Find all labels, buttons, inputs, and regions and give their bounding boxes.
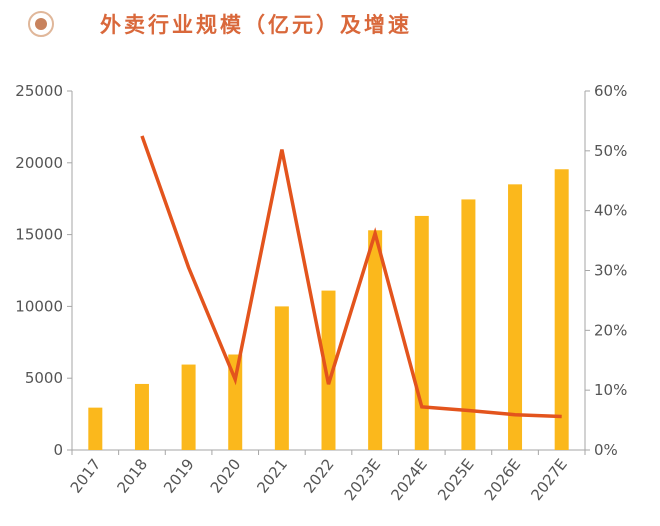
bar	[368, 230, 383, 450]
circle-dot-center	[35, 18, 47, 30]
y-left-tick-label: 5000	[25, 369, 63, 387]
bar	[414, 215, 429, 450]
bar	[554, 169, 569, 450]
bar	[181, 364, 196, 450]
x-tick-label: 2025E	[434, 455, 478, 504]
y-right-tick-label: 0%	[594, 441, 618, 459]
y-left-tick-label: 0	[53, 441, 63, 459]
x-tick-label: 2022	[300, 455, 338, 496]
chart-title-row: 外卖行业规模（亿元）及增速	[28, 6, 412, 42]
bar	[461, 199, 476, 450]
x-tick-label: 2024E	[387, 455, 431, 504]
x-tick-label: 2026E	[481, 455, 525, 504]
bar	[134, 383, 149, 450]
x-tick-label: 2017	[67, 455, 105, 496]
x-tick-label: 2018	[113, 455, 151, 496]
chart-title: 外卖行业规模（亿元）及增速	[100, 13, 412, 37]
y-right-tick-label: 10%	[594, 381, 627, 399]
bar	[228, 354, 243, 450]
y-right-tick-label: 50%	[594, 142, 627, 160]
y-left-tick-label: 15000	[15, 226, 63, 244]
x-tick-label: 2023E	[341, 455, 385, 504]
growth-rate-line	[140, 135, 562, 419]
x-tick-label: 2020	[207, 455, 245, 496]
x-tick-label: 2019	[160, 455, 198, 496]
y-right-tick-label: 40%	[594, 202, 627, 220]
y-left-tick-label: 25000	[15, 82, 63, 100]
bar	[321, 290, 336, 450]
bar	[88, 407, 103, 450]
y-right-tick-label: 30%	[594, 262, 627, 280]
bar	[508, 184, 523, 450]
y-right-tick-label: 60%	[594, 82, 627, 100]
x-tick-label: 2027E	[527, 455, 571, 504]
y-left-tick-label: 20000	[15, 154, 63, 172]
y-right-tick-label: 20%	[594, 321, 627, 339]
y-left-tick-label: 10000	[15, 297, 63, 315]
bar	[274, 306, 289, 450]
circle-dot-icon	[28, 11, 54, 37]
x-tick-label: 2021	[253, 455, 291, 496]
